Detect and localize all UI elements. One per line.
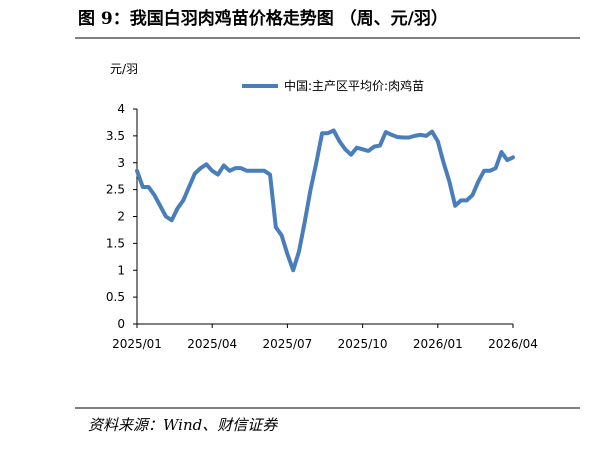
x-tick-label: 2026/01 [413,337,463,351]
y-tick-label: 3.5 [106,129,125,143]
x-tick-label: 2025/10 [338,337,388,351]
x-tick-label: 2025/07 [262,337,312,351]
y-axis-label: 元/羽 [110,62,138,76]
source: 资料来源：Wind、财信证券 [88,416,278,434]
x-tick-label: 2026/04 [488,337,538,351]
chart-title: 图 9：我国白羽肉鸡苗价格走势图 （周、元/羽） [78,8,448,29]
y-tick-label: 1.5 [106,236,125,250]
series-line [135,128,515,273]
y-tick-label: 2.5 [106,183,125,197]
x-tick-label: 2025/01 [112,337,162,351]
y-tick-label: 3 [117,156,125,170]
y-tick-label: 4 [117,102,125,116]
y-tick-label: 1 [117,263,125,277]
y-tick-label: 0.5 [106,290,125,304]
legend-label: 中国:主产区平均价:肉鸡苗 [284,78,424,93]
y-tick-label: 0 [117,317,125,331]
x-tick-label: 2025/04 [187,337,237,351]
y-tick-label: 2 [117,210,125,224]
